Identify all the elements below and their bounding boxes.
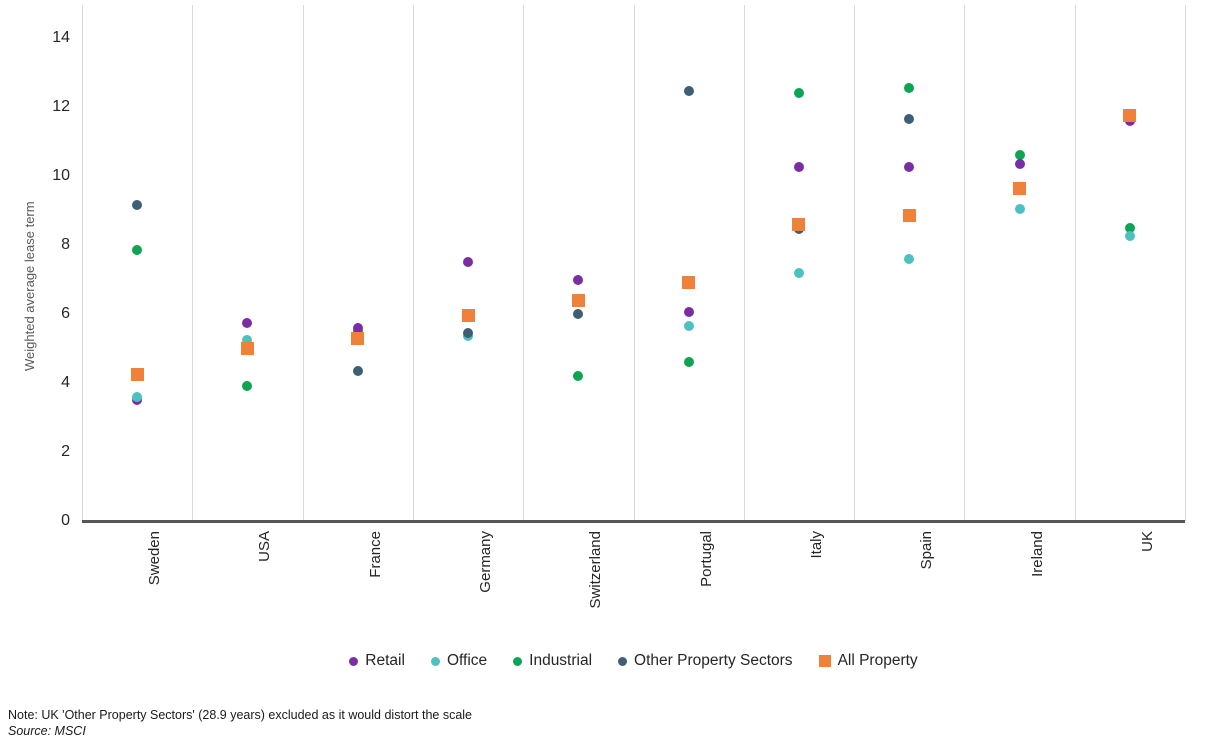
legend: Retail Office Industrial Other Property Sec… xyxy=(82,652,1185,670)
data-point-all-property xyxy=(461,309,475,323)
data-point-all-property xyxy=(682,276,696,290)
x-axis-label-text: Portugal xyxy=(697,531,715,587)
data-point-industrial xyxy=(683,357,694,368)
data-point-other-property-sectors xyxy=(132,200,143,211)
data-point-retail xyxy=(573,274,584,285)
x-axis-label: USA xyxy=(256,531,287,562)
data-point-all-property xyxy=(902,209,916,223)
data-point-retail xyxy=(1014,158,1025,169)
vertical-gridline xyxy=(412,5,414,521)
x-axis-label: Italy xyxy=(808,531,836,559)
x-axis-label: Portugal xyxy=(698,531,754,587)
data-point-industrial xyxy=(132,245,143,256)
x-axis-label-text: Germany xyxy=(477,531,495,593)
y-tick-label: 8 xyxy=(61,236,70,253)
chart-note: Note: UK 'Other Property Sectors' (28.9 … xyxy=(8,708,473,722)
x-axis-label-text: France xyxy=(366,531,384,578)
vertical-gridline xyxy=(964,5,966,521)
x-axis-label: UK xyxy=(1138,531,1160,552)
x-axis-label-text: Ireland xyxy=(1028,531,1046,577)
legend-item-industrial: Industrial xyxy=(513,652,592,670)
circle-marker-icon xyxy=(349,656,359,666)
data-point-office xyxy=(1124,231,1135,242)
x-axis-label: Spain xyxy=(918,531,956,569)
legend-item-office: Office xyxy=(430,652,488,670)
chart-source: Source: MSCI xyxy=(8,724,86,738)
data-point-other-property-sectors xyxy=(683,86,694,97)
data-point-office xyxy=(904,253,915,264)
data-point-other-property-sectors xyxy=(573,309,584,319)
data-point-retail xyxy=(793,162,804,173)
x-axis-line xyxy=(82,520,1185,523)
data-point-office xyxy=(242,334,253,345)
x-axis-label: Sweden xyxy=(146,531,200,585)
vertical-gridline xyxy=(743,5,745,521)
x-axis-label-text: Sweden xyxy=(146,531,164,586)
y-tick-label: 4 xyxy=(61,374,70,391)
data-point-all-property xyxy=(1013,181,1027,195)
square-marker-icon xyxy=(818,655,831,667)
vertical-gridline xyxy=(1074,5,1076,521)
data-point-all-property xyxy=(792,217,806,231)
x-axis-label-text: UK xyxy=(1138,531,1156,552)
data-point-industrial xyxy=(793,88,804,99)
data-point-office xyxy=(683,321,694,332)
vertical-gridline xyxy=(1185,5,1186,521)
x-axis-label-text: USA xyxy=(256,531,274,562)
y-axis-title: Weighted average lease term xyxy=(22,201,37,371)
data-point-all-property xyxy=(351,331,365,345)
data-point-retail xyxy=(904,162,915,173)
circle-marker-icon xyxy=(618,656,628,666)
x-axis-label-text: Switzerland xyxy=(587,531,605,609)
vertical-gridline xyxy=(192,5,194,521)
y-tick-label: 10 xyxy=(52,167,70,184)
y-tick-label: 6 xyxy=(61,305,70,322)
data-point-office xyxy=(793,267,804,278)
x-axis-label-text: Spain xyxy=(918,531,936,570)
vertical-gridline xyxy=(82,5,83,521)
x-axis-label: Germany xyxy=(477,531,539,593)
legend-item-other-property-sectors: Other Property Sectors xyxy=(618,652,793,670)
data-point-industrial xyxy=(242,381,253,392)
data-point-all-property xyxy=(1123,109,1137,123)
data-point-other-property-sectors xyxy=(352,365,363,376)
vertical-gridline xyxy=(633,5,635,521)
data-point-industrial xyxy=(1124,222,1135,233)
legend-label: Retail xyxy=(365,652,405,669)
x-axis-label-text: Italy xyxy=(807,531,825,559)
x-axis-label: France xyxy=(367,531,414,578)
data-point-retail xyxy=(683,307,694,318)
y-tick-label: 14 xyxy=(52,29,70,46)
data-point-retail xyxy=(242,317,253,328)
data-point-all-property xyxy=(130,367,144,381)
data-point-retail xyxy=(352,322,363,333)
vertical-gridline xyxy=(523,5,525,521)
data-point-other-property-sectors xyxy=(904,114,915,125)
circle-marker-icon xyxy=(430,656,440,666)
circle-marker-icon xyxy=(513,656,523,666)
legend-label: Industrial xyxy=(529,652,593,669)
data-point-industrial xyxy=(904,83,915,94)
legend-label: Office xyxy=(446,652,488,669)
y-tick-label: 0 xyxy=(61,512,70,529)
y-tick-label: 2 xyxy=(61,443,70,460)
data-point-industrial xyxy=(1014,150,1025,161)
vertical-gridline xyxy=(854,5,856,521)
vertical-gridline xyxy=(302,5,304,521)
legend-item-retail: Retail xyxy=(349,652,405,670)
data-point-other-property-sectors xyxy=(463,327,474,338)
legend-label: Other Property Sectors xyxy=(634,652,793,669)
x-axis-label: Ireland xyxy=(1029,531,1075,577)
data-point-all-property xyxy=(571,293,585,307)
data-point-industrial xyxy=(573,371,584,382)
data-point-all-property xyxy=(240,342,254,355)
data-point-retail xyxy=(463,257,474,268)
legend-item-all-property: All Property xyxy=(818,652,918,670)
data-point-office xyxy=(132,391,143,402)
x-axis-label: Switzerland xyxy=(587,531,665,609)
legend-label: All Property xyxy=(837,652,918,669)
data-point-office xyxy=(1014,203,1025,214)
y-tick-label: 12 xyxy=(52,98,70,115)
